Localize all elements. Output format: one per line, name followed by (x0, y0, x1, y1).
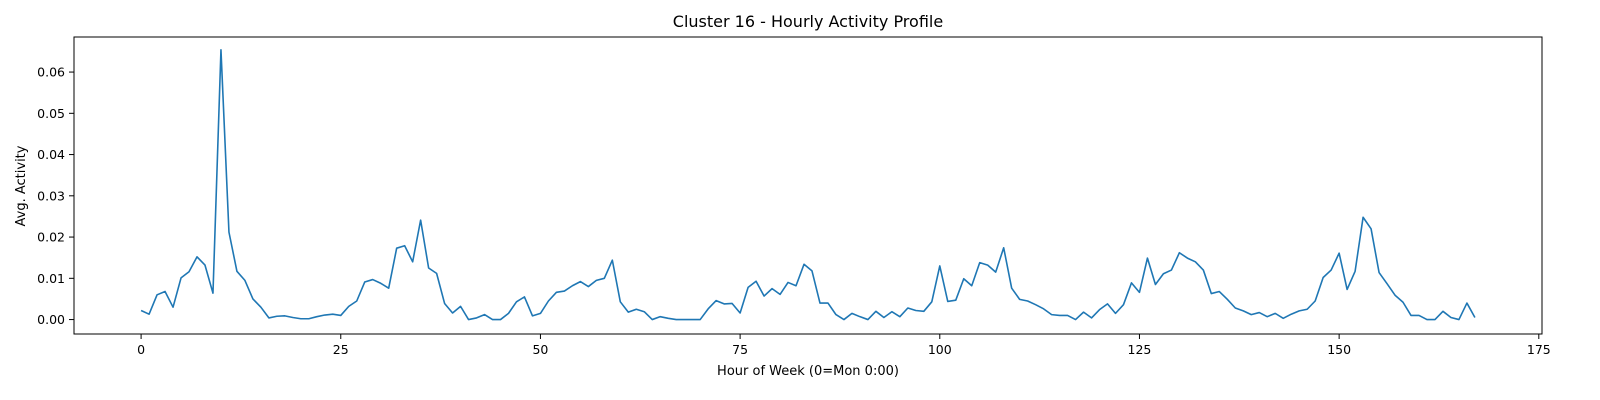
y-tick-label: 0.06 (37, 65, 65, 80)
chart-title: Cluster 16 - Hourly Activity Profile (673, 12, 943, 31)
series-line (140, 48, 1476, 321)
plot-area-frame (73, 36, 1543, 335)
x-tick-label: 125 (1128, 342, 1152, 357)
x-axis: 0 25 50 75 100 125 150 175 (137, 334, 1551, 357)
x-tick-label: 0 (137, 342, 145, 357)
x-tick-label: 25 (333, 342, 349, 357)
y-axis: 0.00 0.01 0.02 0.03 0.04 0.05 0.06 (37, 65, 74, 327)
y-tick-label: 0.00 (37, 312, 65, 327)
y-tick-label: 0.04 (37, 147, 65, 162)
x-axis-label: Hour of Week (0=Mon 0:00) (717, 364, 899, 379)
y-axis-label: Avg. Activity (14, 145, 29, 226)
y-tick-label: 0.05 (37, 106, 65, 121)
y-tick-label: 0.01 (37, 271, 65, 286)
x-tick-label: 75 (732, 342, 748, 357)
y-tick-label: 0.03 (37, 188, 65, 203)
x-tick-label: 100 (928, 342, 952, 357)
x-tick-label: 175 (1527, 342, 1551, 357)
x-tick-label: 150 (1327, 342, 1351, 357)
x-tick-label: 50 (532, 342, 548, 357)
y-tick-label: 0.02 (37, 230, 65, 245)
